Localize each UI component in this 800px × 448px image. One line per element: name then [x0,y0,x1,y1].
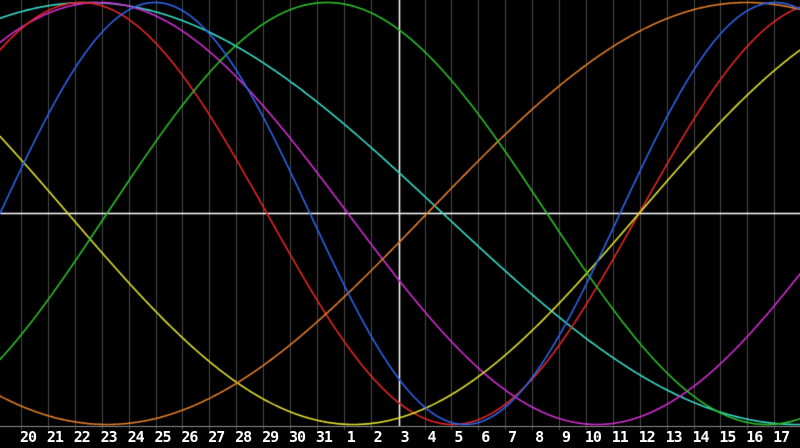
x-axis-day-label: 6 [481,428,490,446]
x-axis-day-label: 22 [73,428,91,446]
x-axis-day-label: 5 [454,428,463,446]
x-axis-day-label: 8 [535,428,544,446]
x-axis-day-label: 29 [262,428,279,446]
x-axis-day-label: 15 [719,428,736,446]
x-axis-day-label: 26 [181,428,198,446]
x-axis-day-label: 24 [127,428,145,446]
x-axis-day-label: 14 [692,428,709,446]
x-axis-day-label: 17 [773,428,790,446]
x-axis-day-label: 25 [154,428,171,446]
x-axis-label-row: 20 21 22 23 24 25 26 27 28 29 30 31 1 2 3 4 5 6 7 8 9 10 11 12 1… [0,430,800,448]
x-axis-day-label: 2 [373,428,383,446]
x-axis-day-label: 4 [427,428,436,446]
x-axis-day-label: 1 [346,428,356,446]
x-axis-day-label: 30 [288,428,306,446]
x-axis-day-label: 13 [665,428,683,446]
x-axis-day-label: 10 [584,428,602,446]
x-axis-day-label: 3 [400,428,410,446]
x-axis-day-label: 9 [561,428,571,446]
x-axis-day-label: 21 [46,428,64,446]
x-axis-day-label: 23 [100,428,118,446]
x-axis-day-label: 28 [235,428,252,446]
x-axis-day-label: 20 [19,428,37,446]
x-axis-day-label: 16 [746,428,763,446]
x-axis-day-label: 12 [638,428,656,446]
x-axis-day-label: 31 [315,428,333,446]
x-axis-day-label: 7 [508,428,517,446]
x-axis-day-label: 11 [611,428,629,446]
x-axis-day-label: 27 [208,428,225,446]
